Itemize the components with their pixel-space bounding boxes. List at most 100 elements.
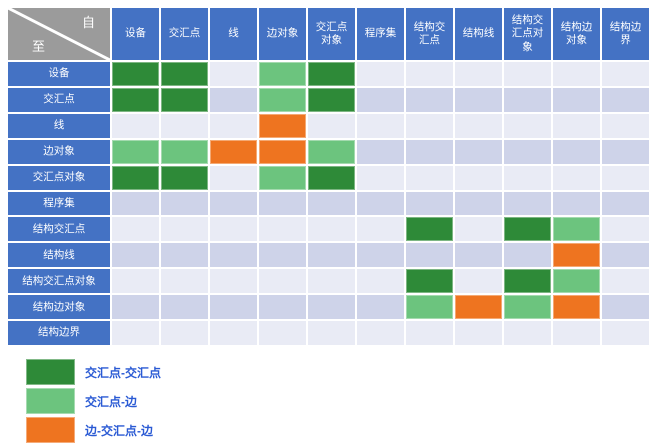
row-header-1: 设备 (8, 62, 110, 86)
matrix-cell-r4-c11 (602, 139, 649, 164)
matrix-cell-r10-c6 (357, 295, 404, 320)
matrix-cell-r7-c11 (602, 217, 649, 242)
matrix-cell-r7-c8 (455, 217, 502, 242)
matrix-cell-r1-c2 (161, 62, 208, 86)
row-header-10: 结构边对象 (8, 295, 110, 320)
matrix-cell-r11-c9 (504, 321, 551, 345)
matrix-cell-r4-c10 (553, 139, 600, 164)
matrix-cell-r4-c4 (259, 139, 306, 164)
matrix-cell-r6-c10 (553, 191, 600, 216)
matrix-cell-r8-c10 (553, 243, 600, 268)
matrix-cell-r1-c11 (602, 62, 649, 86)
matrix-cell-r11-c1 (112, 321, 159, 345)
column-header-10: 结构边对象 (553, 8, 600, 60)
matrix-cell-r9-c7 (406, 269, 453, 294)
matrix-cell-r10-c3 (210, 295, 257, 320)
column-header-1: 设备 (112, 8, 159, 60)
matrix-cell-r5-c10 (553, 165, 600, 190)
connectivity-matrix: 自 至 设备 交汇点线边对象 交汇点对象 程序集 结构交汇点 结构线 结构交汇点对象 结构边对… (8, 8, 649, 345)
legend-item-edge-junction-edge: 边-交汇点-边 (26, 417, 161, 443)
matrix-cell-r7-c4 (259, 217, 306, 242)
matrix-cell-r11-c5 (308, 321, 355, 345)
row-header-8: 结构线 (8, 243, 110, 268)
matrix-cell-r11-c4 (259, 321, 306, 345)
column-header-4: 边对象 (259, 8, 306, 60)
matrix-cell-r1-c3 (210, 62, 257, 86)
matrix-cell-r8-c6 (357, 243, 404, 268)
matrix-cell-r7-c6 (357, 217, 404, 242)
matrix-cell-r9-c4 (259, 269, 306, 294)
matrix-cell-r7-c5 (308, 217, 355, 242)
matrix-cell-r8-c5 (308, 243, 355, 268)
matrix-cell-r1-c10 (553, 62, 600, 86)
matrix-cell-r5-c11 (602, 165, 649, 190)
matrix-cell-r1-c6 (357, 62, 404, 86)
matrix-cell-r11-c3 (210, 321, 257, 345)
matrix-cell-r1-c1 (112, 62, 159, 86)
matrix-cell-r1-c9 (504, 62, 551, 86)
row-header-11: 结构边界 (8, 321, 110, 345)
matrix-cell-r7-c7 (406, 217, 453, 242)
matrix-cell-r6-c9 (504, 191, 551, 216)
matrix-cell-r4-c2 (161, 139, 208, 164)
matrix-cell-r3-c1 (112, 113, 159, 138)
legend-swatch-light-green (26, 388, 75, 414)
row-header-6: 程序集 (8, 191, 110, 216)
matrix-cell-r8-c3 (210, 243, 257, 268)
matrix-cell-r8-c4 (259, 243, 306, 268)
matrix-cell-r4-c7 (406, 139, 453, 164)
row-header-3: 线 (8, 113, 110, 138)
matrix-cell-r2-c3 (210, 87, 257, 112)
corner-to-label: 至 (32, 38, 46, 54)
matrix-cell-r11-c8 (455, 321, 502, 345)
matrix-cell-r2-c1 (112, 87, 159, 112)
matrix-cell-r2-c8 (455, 87, 502, 112)
matrix-cell-r1-c4 (259, 62, 306, 86)
column-header-2: 交汇点 (161, 8, 208, 60)
matrix-cell-r9-c1 (112, 269, 159, 294)
matrix-cell-r7-c10 (553, 217, 600, 242)
matrix-cell-r2-c6 (357, 87, 404, 112)
matrix-cell-r10-c1 (112, 295, 159, 320)
matrix-cell-r3-c11 (602, 113, 649, 138)
matrix-cell-r5-c7 (406, 165, 453, 190)
matrix-cell-r4-c5 (308, 139, 355, 164)
matrix-cell-r7-c3 (210, 217, 257, 242)
matrix-cell-r6-c4 (259, 191, 306, 216)
matrix-cell-r5-c9 (504, 165, 551, 190)
legend-label: 交汇点-交汇点 (85, 365, 161, 380)
matrix-cell-r11-c2 (161, 321, 208, 345)
matrix-cell-r2-c9 (504, 87, 551, 112)
matrix-cell-r3-c4 (259, 113, 306, 138)
matrix-cell-r6-c6 (357, 191, 404, 216)
matrix-cell-r2-c11 (602, 87, 649, 112)
matrix-cell-r5-c2 (161, 165, 208, 190)
matrix-cell-r6-c11 (602, 191, 649, 216)
legend: 交汇点-交汇点 交汇点-边 边-交汇点-边 (26, 359, 161, 443)
matrix-cell-r7-c2 (161, 217, 208, 242)
matrix-cell-r4-c6 (357, 139, 404, 164)
matrix-cell-r8-c11 (602, 243, 649, 268)
matrix-cell-r4-c3 (210, 139, 257, 164)
matrix-cell-r6-c2 (161, 191, 208, 216)
matrix-cell-r3-c9 (504, 113, 551, 138)
matrix-cell-r10-c11 (602, 295, 649, 320)
matrix-cell-r10-c10 (553, 295, 600, 320)
matrix-cell-r7-c9 (504, 217, 551, 242)
matrix-cell-r8-c2 (161, 243, 208, 268)
matrix-cell-r9-c8 (455, 269, 502, 294)
matrix-cell-r1-c5 (308, 62, 355, 86)
matrix-cell-r1-c8 (455, 62, 502, 86)
matrix-cell-r2-c5 (308, 87, 355, 112)
legend-label: 边-交汇点-边 (85, 423, 153, 438)
matrix-cell-r10-c9 (504, 295, 551, 320)
matrix-cell-r10-c7 (406, 295, 453, 320)
matrix-cell-r5-c3 (210, 165, 257, 190)
legend-swatch-dark-green (26, 359, 75, 385)
corner-from-label: 自 (81, 15, 95, 30)
legend-item-junction-edge: 交汇点-边 (26, 388, 161, 414)
matrix-cell-r9-c11 (602, 269, 649, 294)
diagonal-divider-icon (8, 8, 110, 60)
matrix-cell-r9-c10 (553, 269, 600, 294)
matrix-cell-r3-c2 (161, 113, 208, 138)
